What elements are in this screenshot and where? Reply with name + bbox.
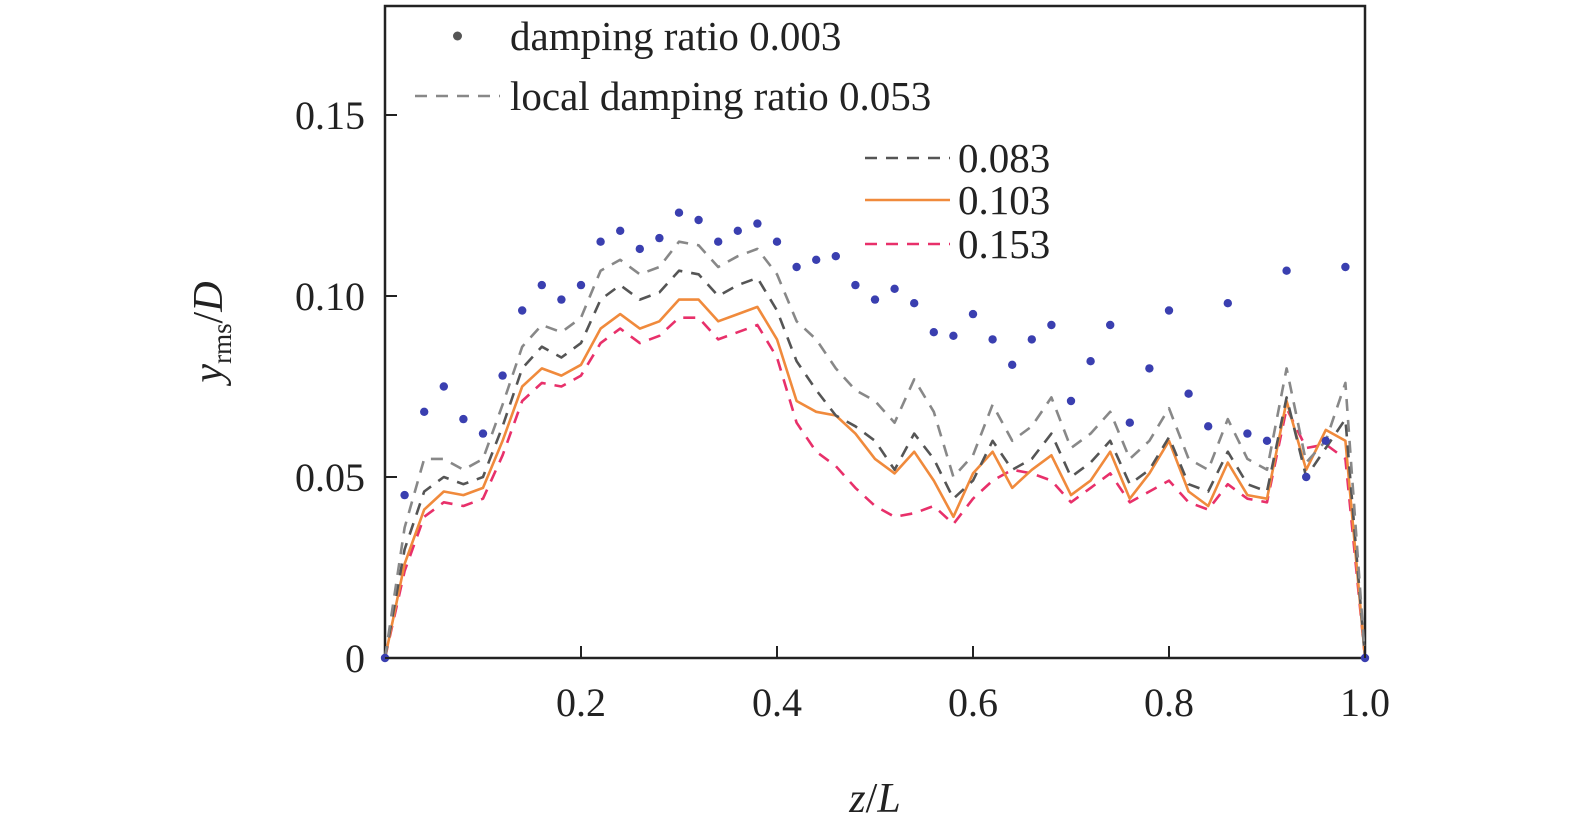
series-point (518, 306, 527, 315)
series-point (1027, 335, 1037, 344)
series-point (1341, 262, 1350, 272)
series-point (478, 429, 488, 438)
series-point (1184, 389, 1193, 398)
series-point (1086, 357, 1095, 366)
y-axis-ticks: 0 0.05 0.10 0.15 (295, 93, 397, 681)
x-axis-den: L (876, 776, 900, 822)
series-point (1262, 436, 1272, 445)
series-point (1106, 320, 1115, 330)
series-point (537, 280, 546, 290)
series-point (988, 335, 997, 344)
x-axis-ticks: 0.2 0.4 0.6 0.8 1.0 (556, 646, 1390, 725)
series-point (753, 219, 762, 228)
series-local-damping-ratio-0-053-line (383, 240, 1367, 659)
series-point (674, 208, 684, 217)
series-point (420, 407, 429, 416)
series-point (1008, 360, 1017, 369)
x-axis-var: z (848, 776, 865, 822)
series-point (576, 280, 586, 290)
series-point (1321, 436, 1331, 445)
legend-local-damping-ratio-0-053: local damping ratio 0.053 (415, 73, 931, 119)
series-point (929, 328, 938, 337)
series-point (890, 284, 899, 293)
legend-label: 0.153 (958, 221, 1050, 267)
x-tick-label: 0.4 (752, 680, 802, 725)
series-point (792, 262, 801, 272)
y-axis-sub: rms (207, 323, 237, 364)
legend-0-083: 0.083 (865, 135, 1050, 181)
series-point (831, 252, 840, 261)
x-axis-slash: / (866, 776, 878, 822)
series-0-153-line (383, 316, 1367, 659)
series-point (714, 237, 723, 246)
y-tick-label: 0.05 (295, 455, 365, 500)
x-tick-label: 0.6 (948, 680, 998, 725)
series-point (1243, 429, 1252, 438)
legend-0-153: 0.153 (865, 221, 1050, 267)
legend-label: 0.083 (958, 135, 1050, 181)
y-axis-var: y (186, 364, 232, 387)
legend-0-103: 0.103 (865, 177, 1050, 223)
series-point (910, 299, 919, 308)
y-axis-slash: / (186, 311, 232, 323)
series-point (1066, 396, 1076, 406)
series-point (1125, 418, 1135, 427)
series-0-083-line (383, 269, 1367, 659)
y-axis-title: yrms/D (186, 281, 237, 386)
legend-label: damping ratio 0.003 (510, 13, 841, 59)
legend: damping ratio 0.003 local damping ratio 0… (415, 13, 1050, 267)
series-point (851, 280, 860, 290)
series-point (1302, 472, 1311, 482)
series-point (870, 295, 880, 304)
series-point (459, 414, 468, 424)
series-point (772, 237, 782, 246)
series-point (1204, 422, 1213, 431)
legend-label: local damping ratio 0.053 (510, 73, 931, 119)
series-point (655, 233, 664, 243)
y-axis-den: D (186, 281, 232, 312)
legend-label: 0.103 (958, 177, 1050, 223)
series-point (439, 382, 448, 391)
series-layer (380, 208, 1370, 663)
series-point (400, 490, 409, 500)
series-point (635, 244, 644, 254)
y-tick-label: 0.10 (295, 274, 365, 319)
series-point (968, 309, 978, 319)
plot-frame (383, 4, 1367, 660)
series-point (557, 295, 566, 304)
series-damping-ratio-0-003 (380, 208, 1370, 663)
series-point (1282, 266, 1291, 275)
x-axis-title: z/L (848, 776, 900, 822)
series-point (949, 331, 958, 340)
series-point (616, 226, 625, 235)
series-point (1047, 320, 1056, 330)
x-tick-label: 1.0 (1340, 680, 1390, 725)
series-point (1164, 306, 1174, 315)
series-0-103-line (383, 298, 1367, 659)
series-point (1223, 299, 1233, 308)
y-tick-label: 0 (345, 636, 365, 681)
legend-swatch (453, 31, 462, 41)
series-point (733, 226, 742, 235)
x-tick-label: 0.2 (556, 680, 606, 725)
series-point (498, 371, 507, 380)
legend-damping-ratio-0-003: damping ratio 0.003 (453, 13, 841, 59)
series-point (1145, 364, 1154, 373)
x-tick-label: 0.8 (1144, 680, 1194, 725)
series-point (812, 255, 821, 264)
series-point (694, 215, 703, 225)
y-tick-label: 0.15 (295, 93, 365, 138)
series-point (596, 237, 605, 246)
